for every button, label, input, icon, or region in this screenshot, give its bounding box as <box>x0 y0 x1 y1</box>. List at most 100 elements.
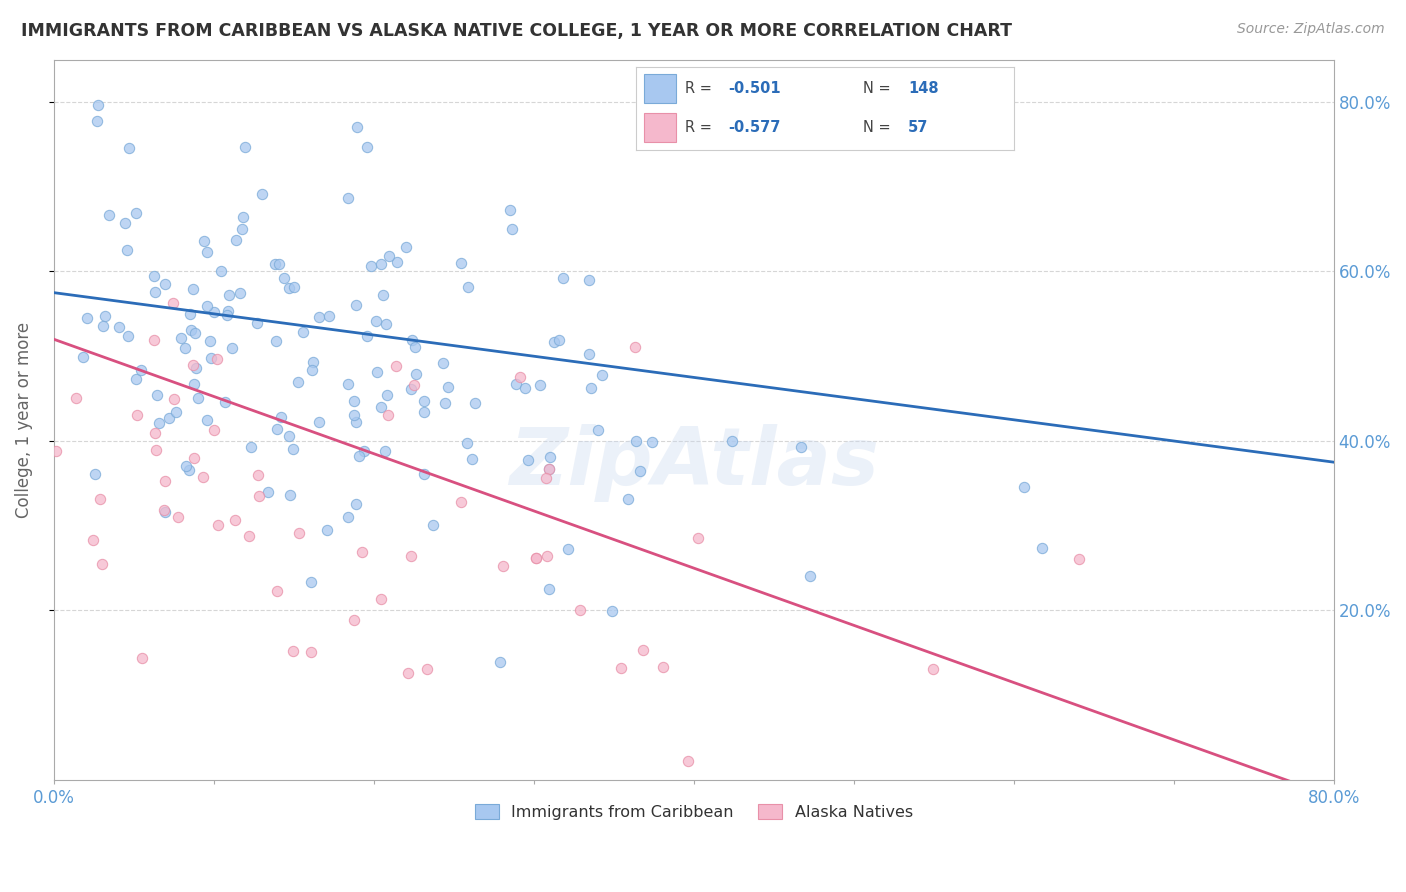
Point <box>153 505 176 519</box>
Point <box>336 510 359 524</box>
Point <box>370 400 392 414</box>
Point <box>82 533 104 548</box>
Point <box>600 604 623 618</box>
Point <box>308 415 330 429</box>
Point <box>302 355 325 369</box>
Point <box>1012 480 1035 494</box>
Point <box>108 319 131 334</box>
Point <box>353 443 375 458</box>
Point <box>202 423 225 437</box>
Point <box>377 409 399 423</box>
Point <box>76 311 98 326</box>
Point <box>187 391 209 405</box>
Point <box>153 474 176 488</box>
Point <box>89 491 111 506</box>
Point <box>118 141 141 155</box>
Point <box>412 393 434 408</box>
Point <box>167 509 190 524</box>
Point <box>543 334 565 349</box>
Point <box>461 452 484 467</box>
Point <box>98 208 121 222</box>
Point <box>232 210 254 224</box>
Point <box>183 377 205 392</box>
Point <box>174 458 197 473</box>
Point <box>591 368 613 383</box>
Point <box>283 280 305 294</box>
Point <box>229 285 252 300</box>
Text: ZipAtlas: ZipAtlas <box>509 424 879 502</box>
Point <box>347 449 370 463</box>
Point <box>412 467 434 482</box>
Point <box>72 350 94 364</box>
Point <box>557 542 579 557</box>
Point <box>114 216 136 230</box>
Point <box>395 240 418 254</box>
Point <box>65 392 87 406</box>
Point <box>84 467 107 482</box>
Point <box>350 544 373 558</box>
Point <box>157 411 180 425</box>
Point <box>402 378 425 392</box>
Point <box>145 442 167 457</box>
Point <box>586 423 609 437</box>
Point <box>240 440 263 454</box>
Point <box>233 140 256 154</box>
Point <box>1067 551 1090 566</box>
Point <box>799 569 821 583</box>
Point <box>343 613 366 627</box>
Point <box>287 375 309 389</box>
Point <box>416 662 439 676</box>
Point <box>264 257 287 271</box>
Point <box>165 405 187 419</box>
Point <box>184 361 207 376</box>
Point <box>257 484 280 499</box>
Point <box>396 665 419 680</box>
Point <box>344 416 367 430</box>
Point <box>384 359 406 373</box>
Point <box>464 396 486 410</box>
Point <box>356 140 378 154</box>
Point <box>45 443 67 458</box>
Point <box>143 333 166 347</box>
Point <box>912 838 935 852</box>
Point <box>676 755 699 769</box>
Point <box>364 313 387 327</box>
Point <box>401 333 423 347</box>
Point <box>264 334 287 348</box>
Point <box>195 413 218 427</box>
Point <box>609 661 631 675</box>
Point <box>131 651 153 665</box>
Point <box>246 468 269 483</box>
Point <box>370 591 392 606</box>
Point <box>524 551 547 566</box>
Point <box>125 372 148 386</box>
Point <box>548 333 571 347</box>
Point <box>217 303 239 318</box>
Point <box>183 450 205 465</box>
Point <box>94 310 117 324</box>
Point <box>246 316 269 330</box>
Point <box>568 603 591 617</box>
Point <box>524 550 547 565</box>
Point <box>537 582 560 597</box>
Point <box>270 409 292 424</box>
Point <box>422 518 444 533</box>
Point <box>86 114 108 128</box>
Y-axis label: College, 1 year or more: College, 1 year or more <box>15 322 32 518</box>
Point <box>378 249 401 263</box>
Point <box>214 395 236 409</box>
Point <box>125 206 148 220</box>
Point <box>299 575 322 590</box>
Point <box>399 382 422 396</box>
Point <box>735 825 758 839</box>
Point <box>267 257 290 271</box>
Point <box>623 340 645 354</box>
Point <box>143 425 166 440</box>
Text: Source: ZipAtlas.com: Source: ZipAtlas.com <box>1237 22 1385 37</box>
Point <box>581 381 603 395</box>
Point <box>432 356 454 370</box>
Point <box>1031 541 1053 556</box>
Point <box>292 325 315 339</box>
Point <box>224 513 246 527</box>
Point <box>371 288 394 302</box>
